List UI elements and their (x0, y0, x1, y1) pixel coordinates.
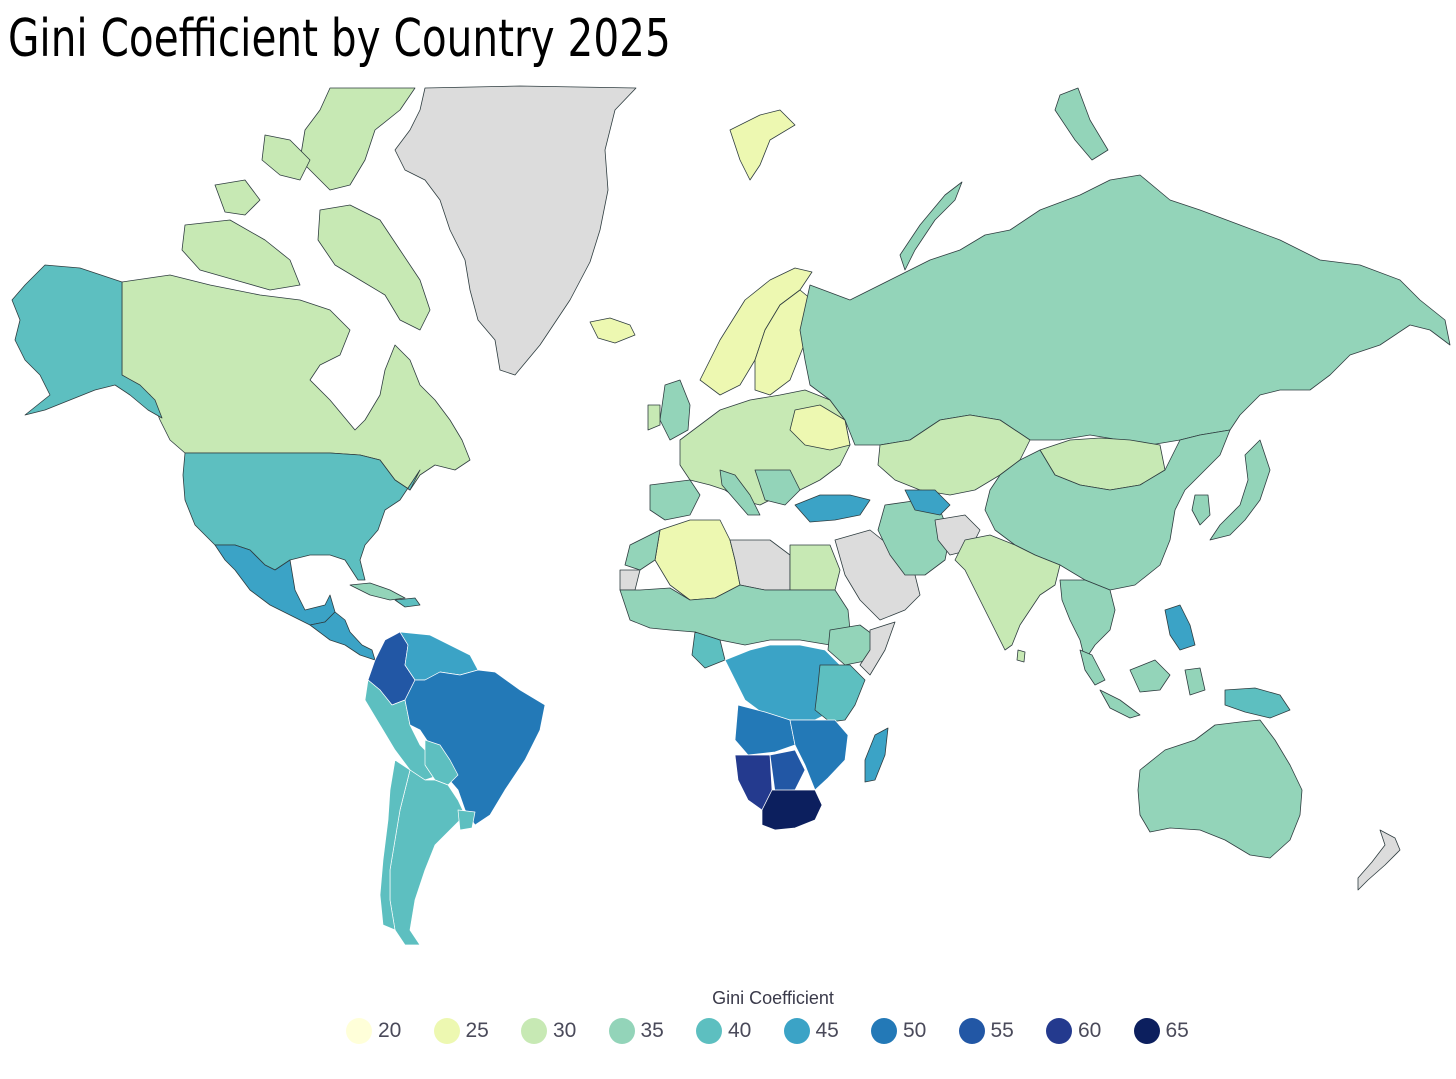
legend-label: 30 (553, 1019, 577, 1042)
country-kenya-tanzania[interactable] (814, 664, 866, 723)
country-papua[interactable] (1224, 687, 1291, 719)
legend-label: 25 (465, 1019, 489, 1042)
country-sri-lanka[interactable] (1016, 649, 1026, 663)
country-bolivia[interactable] (424, 739, 459, 786)
country-botswana[interactable] (769, 749, 806, 793)
country-borneo[interactable] (1129, 659, 1171, 693)
country-canada-islands[interactable] (299, 87, 416, 191)
legend-title: Gini Coefficient (712, 988, 834, 1008)
country-russia[interactable] (799, 174, 1451, 446)
legend-label: 45 (815, 1019, 839, 1042)
country-greenland[interactable] (394, 85, 637, 376)
legend-swatch (608, 1018, 635, 1044)
country-hispaniola[interactable] (394, 597, 421, 608)
country-central-america[interactable] (309, 611, 376, 661)
country-cuba[interactable] (349, 582, 406, 601)
legend-label: 20 (378, 1019, 402, 1042)
map-title: Gini Coefficient by Country 2025 (8, 9, 671, 69)
country-nigeria[interactable] (691, 631, 726, 669)
country-madagascar[interactable] (864, 727, 889, 783)
legend-swatch (1133, 1018, 1160, 1044)
country-egypt[interactable] (789, 544, 841, 591)
country-sulawesi[interactable] (1184, 667, 1206, 696)
country-iceland[interactable] (589, 317, 636, 344)
region-sahel[interactable] (619, 584, 851, 646)
country-italy[interactable] (719, 469, 761, 516)
legend-item[interactable]: 55 (958, 1016, 1047, 1046)
country-svalbard[interactable] (729, 109, 796, 181)
legend-swatch (346, 1018, 372, 1044)
color-legend: Gini Coefficient 20 25 30 35 40 45 50 55 60 65 (0, 988, 1456, 1058)
country-alaska[interactable] (11, 264, 163, 419)
legend-swatch (783, 1018, 810, 1044)
legend-item[interactable]: 50 (871, 1016, 959, 1046)
legend-label: 60 (1078, 1019, 1102, 1042)
legend-items: 20 25 30 35 40 45 50 55 60 65 (346, 1016, 1221, 1046)
legend-label: 50 (903, 1019, 927, 1042)
country-korea[interactable] (1191, 494, 1211, 526)
legend-label: 65 (1165, 1019, 1189, 1042)
country-sumatra[interactable] (1099, 689, 1141, 719)
country-japan[interactable] (1209, 439, 1271, 541)
legend-swatch (1046, 1018, 1072, 1044)
country-south-africa[interactable] (761, 789, 823, 831)
country-australia[interactable] (1137, 719, 1303, 859)
legend-label: 55 (990, 1019, 1014, 1042)
country-india[interactable] (954, 534, 1061, 651)
country-new-zealand[interactable] (1357, 829, 1401, 891)
legend-item[interactable]: 65 (1133, 1016, 1222, 1046)
country-morocco[interactable] (624, 529, 661, 571)
country-mexico[interactable] (214, 544, 336, 626)
legend-label: 40 (728, 1019, 752, 1042)
country-zambia-mozambique[interactable] (789, 719, 849, 791)
country-ukraine[interactable] (789, 404, 851, 451)
legend-swatch (521, 1018, 547, 1044)
country-angola[interactable] (734, 704, 796, 756)
legend-swatch (696, 1018, 722, 1044)
country-canada-islands-4[interactable] (181, 219, 301, 291)
country-ireland[interactable] (647, 404, 661, 431)
country-novaya-zemlya[interactable] (899, 181, 963, 271)
country-western-sahara[interactable] (619, 569, 641, 591)
country-brazil[interactable] (404, 669, 546, 826)
legend-item[interactable]: 30 (521, 1016, 609, 1046)
country-balkans[interactable] (754, 469, 801, 506)
legend-label: 35 (640, 1019, 664, 1042)
legend-swatch (433, 1018, 460, 1044)
country-canada-islands-3[interactable] (214, 179, 261, 216)
country-canada-islands-5[interactable] (317, 204, 431, 331)
country-somalia[interactable] (859, 621, 896, 676)
legend-item[interactable]: 25 (433, 1016, 522, 1046)
legend-swatch (871, 1018, 897, 1044)
country-uk[interactable] (659, 379, 691, 441)
legend-item[interactable]: 45 (783, 1016, 872, 1046)
region-southeast-asia[interactable] (1059, 579, 1116, 661)
legend-item[interactable]: 20 (346, 1016, 434, 1046)
legend-item[interactable]: 60 (1046, 1016, 1134, 1046)
country-philippines[interactable] (1164, 604, 1196, 651)
country-malaysia-peninsula[interactable] (1079, 649, 1106, 686)
legend-item[interactable]: 40 (696, 1016, 784, 1046)
country-uruguay[interactable] (457, 809, 476, 831)
country-canada-islands-2[interactable] (261, 134, 311, 181)
legend-swatch (958, 1018, 985, 1044)
country-chile[interactable] (379, 759, 411, 931)
legend-item[interactable]: 35 (608, 1016, 697, 1046)
country-turkmenistan[interactable] (904, 489, 951, 516)
country-usa[interactable] (182, 452, 421, 581)
country-turkey[interactable] (794, 494, 871, 523)
country-franz-josef[interactable] (1054, 87, 1109, 161)
country-spain-portugal[interactable] (649, 479, 701, 521)
world-map (0, 84, 1456, 964)
